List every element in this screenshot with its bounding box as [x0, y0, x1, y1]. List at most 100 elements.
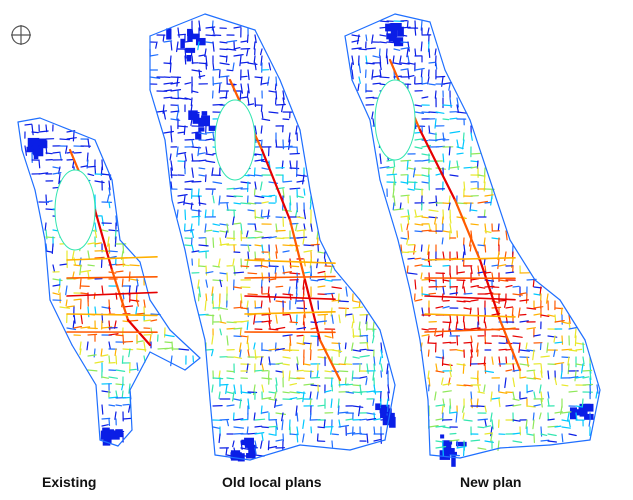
road-segment [406, 237, 409, 245]
road-segment [470, 230, 473, 239]
road-segment [233, 271, 245, 274]
boundary-road [549, 439, 591, 446]
road-segment [212, 426, 220, 429]
road-segment [331, 299, 341, 302]
road-segment [302, 174, 305, 185]
road-segment [261, 320, 272, 323]
road-segment [115, 355, 118, 365]
road-segment [296, 174, 308, 177]
road-segment [449, 411, 458, 414]
road-segment [406, 160, 409, 171]
road-segment [204, 174, 207, 183]
road-segment [449, 432, 457, 435]
road-segment [574, 370, 577, 382]
road-segment [274, 83, 277, 91]
road-segment [136, 362, 139, 372]
road-segment [198, 167, 206, 170]
boundary-road [204, 339, 211, 401]
road-segment [463, 244, 466, 256]
road-segment [490, 433, 493, 442]
road-segment [150, 313, 161, 316]
road-segment [45, 152, 53, 155]
road-segment [108, 418, 111, 426]
road-segment [191, 131, 201, 134]
road-segment [219, 272, 228, 275]
road-segment [554, 377, 558, 386]
road-segment [240, 307, 249, 310]
road-segment [205, 41, 214, 44]
road-segment [449, 363, 453, 372]
road-segment [240, 75, 248, 78]
road-segment [484, 405, 487, 413]
road-segment [261, 167, 269, 170]
road-segment [80, 292, 88, 295]
boundary-road [429, 21, 446, 71]
road-segment [400, 62, 410, 65]
road-segment [149, 334, 152, 343]
road-segment [226, 187, 235, 190]
road-segment [331, 349, 343, 353]
road-segment [378, 48, 381, 57]
road-segment [505, 404, 515, 407]
road-segment [477, 362, 487, 365]
boundary-road [194, 299, 206, 341]
road-segment [254, 230, 263, 233]
road-segment [400, 251, 409, 254]
road-segment [512, 391, 516, 400]
road-segment [226, 454, 234, 457]
road-segment [86, 152, 89, 162]
road-segment [177, 194, 188, 197]
residential-block [442, 440, 453, 445]
road-segment [414, 48, 417, 57]
road-segment [540, 433, 548, 436]
road-segment [219, 314, 222, 322]
road-segment [338, 307, 349, 310]
road-segment [303, 370, 314, 373]
road-segment [275, 412, 286, 415]
road-segment [205, 26, 216, 29]
road-segment [463, 166, 473, 169]
road-segment [427, 244, 430, 256]
road-segment [421, 153, 431, 156]
road-segment [533, 286, 543, 289]
road-segment [442, 104, 453, 107]
road-segment [428, 279, 437, 282]
road-segment [559, 405, 563, 415]
road-segment [392, 167, 395, 175]
road-segment [547, 398, 550, 406]
road-segment [323, 419, 326, 428]
road-segment [449, 292, 459, 295]
road-segment [136, 278, 139, 287]
road-segment [309, 342, 312, 351]
road-segment [240, 454, 248, 457]
road-segment [232, 216, 235, 226]
road-segment [540, 398, 543, 408]
residential-block [27, 137, 40, 150]
road-segment [393, 174, 396, 186]
road-segment [218, 83, 221, 94]
road-segment [407, 209, 410, 220]
road-segment [338, 363, 347, 366]
road-segment [87, 354, 97, 357]
road-segment [435, 440, 443, 443]
road-segment [226, 327, 236, 330]
road-segment [400, 159, 412, 162]
road-segment [316, 370, 319, 378]
road-segment [121, 383, 124, 391]
road-segment [356, 34, 360, 45]
arterial-road [453, 198, 482, 262]
road-segment [184, 153, 187, 162]
road-segment [303, 209, 306, 220]
road-segment [470, 377, 478, 380]
road-segment [519, 363, 530, 366]
road-segment [191, 27, 194, 37]
road-segment [233, 26, 242, 29]
road-segment [449, 370, 452, 378]
road-segment [268, 62, 272, 71]
road-segment [254, 76, 262, 79]
road-segment [351, 370, 354, 381]
road-segment [449, 223, 452, 234]
road-segment [254, 418, 266, 421]
road-segment [441, 216, 444, 225]
road-segment [275, 216, 287, 219]
